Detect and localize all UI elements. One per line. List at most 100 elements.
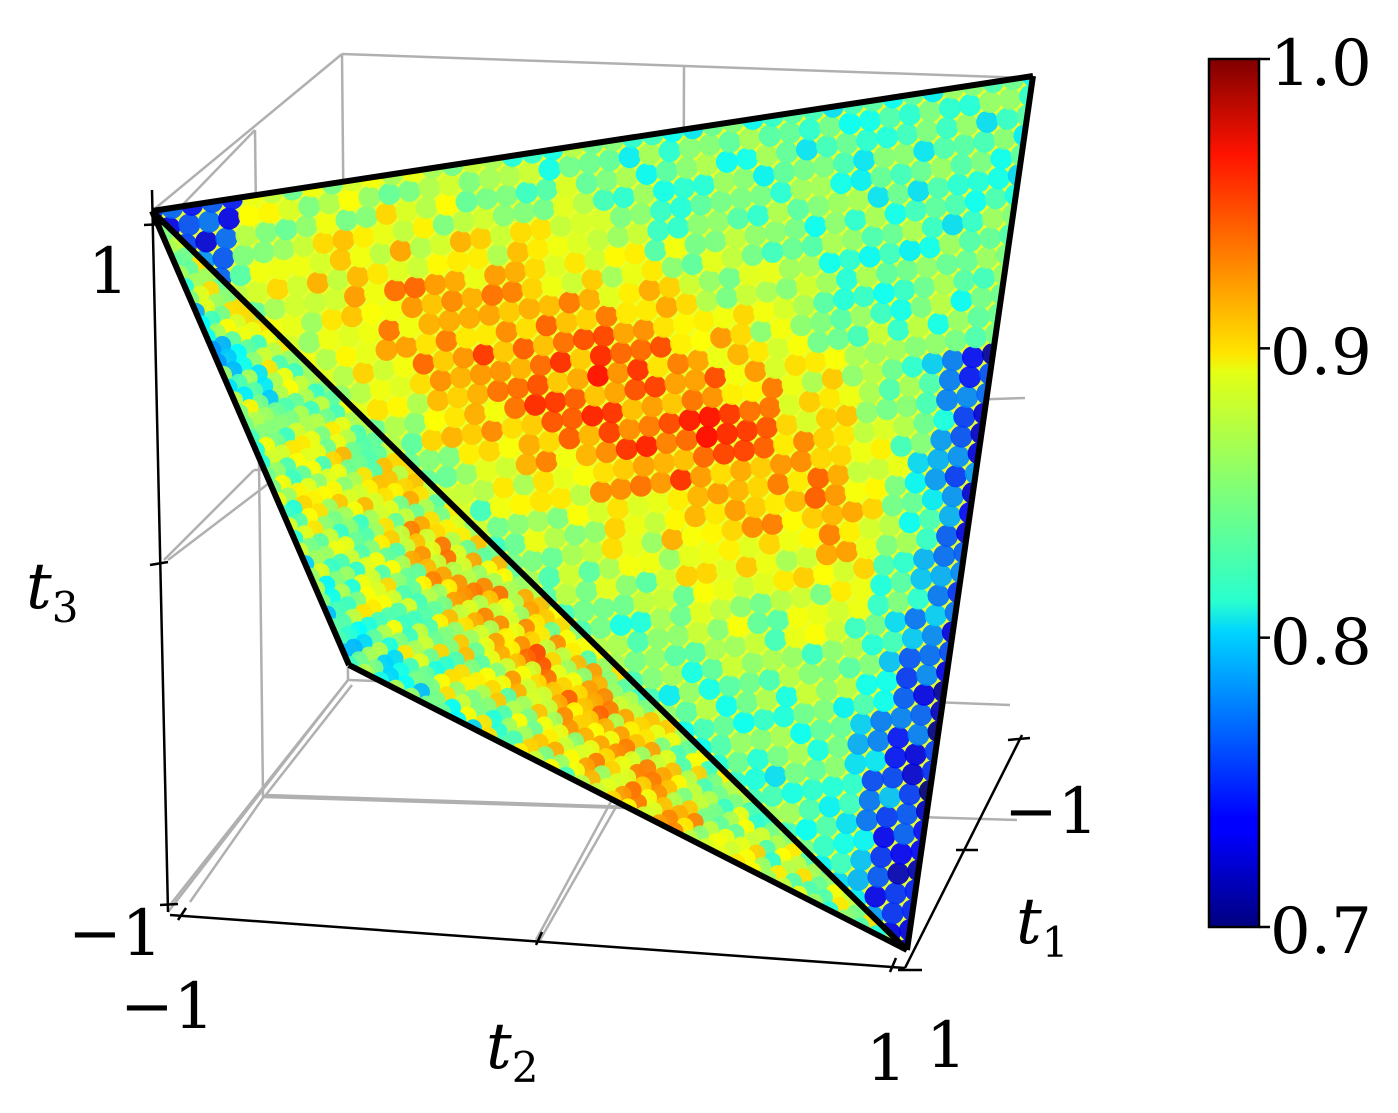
point-right <box>524 529 547 552</box>
point-right <box>218 207 241 230</box>
point-right <box>655 431 678 454</box>
point-right <box>896 803 918 825</box>
grid-line <box>169 679 349 906</box>
point-right <box>830 580 853 602</box>
point-right <box>681 661 704 684</box>
point-right <box>281 314 304 337</box>
point-right <box>355 206 378 228</box>
point-right <box>804 350 827 373</box>
point-right <box>899 239 921 262</box>
point-right <box>704 230 727 253</box>
point-right <box>258 201 281 224</box>
point-right <box>776 141 798 164</box>
point-right <box>773 569 796 592</box>
point-right <box>555 583 578 606</box>
point-right <box>898 783 921 806</box>
point-right <box>615 166 638 189</box>
point-right <box>884 610 907 633</box>
point-right <box>775 685 798 708</box>
point-right <box>836 132 859 155</box>
point-right <box>572 600 595 622</box>
point-right <box>838 792 861 815</box>
point-right <box>372 358 395 381</box>
point-right <box>315 212 338 235</box>
point-right <box>950 425 973 448</box>
point-right <box>836 540 858 563</box>
point-right <box>667 624 690 647</box>
point-right <box>764 493 787 515</box>
point-right <box>389 239 412 262</box>
point-right <box>778 801 801 824</box>
point-right <box>369 242 392 265</box>
point-right <box>867 593 890 616</box>
point-right <box>987 167 1010 190</box>
point-right <box>873 554 896 576</box>
point-right <box>644 375 667 398</box>
y-tick-left: −1 <box>120 970 214 1044</box>
point-right <box>352 361 375 384</box>
point-right <box>818 115 841 138</box>
point-right <box>784 761 807 784</box>
point-right <box>881 222 904 245</box>
point-right <box>718 538 741 561</box>
point-right <box>504 396 527 419</box>
point-right <box>695 425 718 448</box>
point-right <box>401 296 424 319</box>
point-right <box>919 508 941 531</box>
point-right <box>730 595 753 618</box>
point-right <box>856 129 879 152</box>
point-right <box>469 363 492 386</box>
point-right <box>761 512 784 535</box>
point-right <box>575 172 598 195</box>
point-right <box>355 342 378 364</box>
point-right <box>530 354 552 377</box>
colorbar-ticks <box>1259 57 1270 929</box>
point-right <box>673 448 695 471</box>
point-right <box>524 257 547 280</box>
point-right <box>530 490 552 512</box>
point-right <box>618 554 641 577</box>
point-right <box>730 731 753 754</box>
point-right <box>624 378 647 401</box>
point-right <box>744 632 767 654</box>
point-right <box>724 363 747 386</box>
point-right <box>429 233 452 256</box>
point-right <box>590 344 612 367</box>
point-right <box>578 424 601 447</box>
point-right <box>435 329 458 352</box>
point-right <box>973 266 996 289</box>
point-right <box>632 590 655 613</box>
point-right <box>515 317 538 340</box>
point-right <box>767 473 790 496</box>
point-right <box>784 217 807 240</box>
point-right <box>753 300 776 323</box>
point-right <box>804 214 827 237</box>
point-right <box>947 173 970 196</box>
point-right <box>781 781 804 804</box>
point-right <box>429 369 452 392</box>
point-right <box>658 140 681 163</box>
point-right <box>936 253 959 275</box>
point-right <box>630 338 653 361</box>
point-right <box>664 372 687 395</box>
point-right <box>833 832 856 855</box>
point-right <box>535 178 558 201</box>
point-right <box>361 302 384 325</box>
point-right <box>641 259 664 282</box>
point-right <box>778 121 801 144</box>
point-right <box>750 456 773 479</box>
point-right <box>867 729 890 752</box>
point-right <box>816 135 838 158</box>
point-right <box>301 311 324 334</box>
point-right <box>927 448 950 471</box>
point-right <box>887 862 910 885</box>
point-right <box>816 543 838 566</box>
point-right <box>876 398 899 421</box>
point-right <box>550 351 572 373</box>
point-right <box>864 613 887 636</box>
point-right <box>489 360 512 383</box>
point-right <box>941 349 964 372</box>
point-right <box>349 245 372 268</box>
point-right <box>876 534 898 557</box>
point-right <box>738 127 761 150</box>
